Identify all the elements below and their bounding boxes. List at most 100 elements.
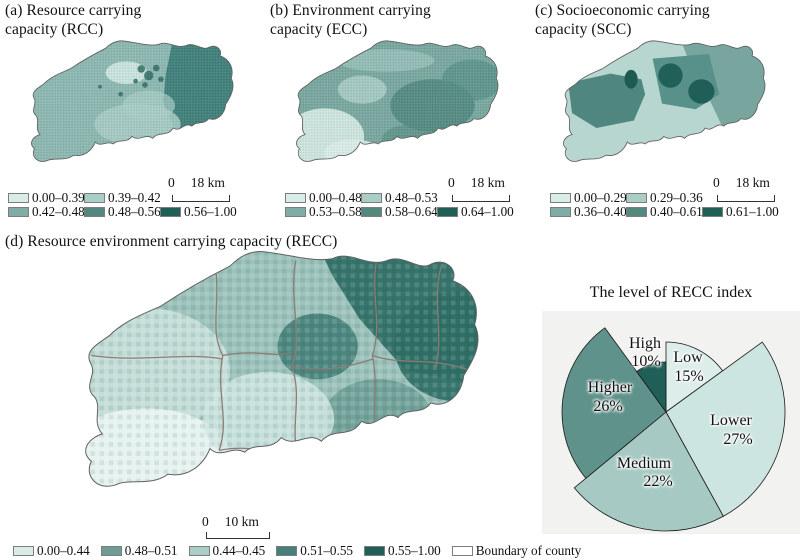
map-scc-dark-blob3 bbox=[624, 69, 638, 89]
legend-swatch bbox=[13, 546, 34, 556]
legend-label: 0.00–0.39 bbox=[32, 190, 85, 205]
pie-title: The level of RECC index bbox=[589, 284, 753, 301]
legend-item: 0.48–0.56 bbox=[84, 204, 161, 220]
legend-label: 0.42–0.48 bbox=[32, 204, 85, 219]
scalebar-scc-text: 0 18 km bbox=[713, 175, 770, 191]
legend-swatch bbox=[188, 546, 210, 556]
legend-label: 0.39–0.42 bbox=[108, 190, 161, 205]
panel-rcc-title: (a) Resource carrying capacity (RCC) bbox=[5, 1, 250, 39]
legend-swatch bbox=[437, 207, 458, 217]
legend-label: 0.51–0.55 bbox=[300, 543, 353, 558]
legend-swatch bbox=[285, 193, 306, 203]
panel-scc: (c) Socioeconomic carrying capacity (SCC… bbox=[530, 0, 800, 230]
legend-item: 0.61–1.00 bbox=[702, 204, 779, 220]
legend-swatch bbox=[550, 193, 571, 203]
legend-label: 0.53–0.58 bbox=[309, 204, 362, 219]
scalebar-recc-bar bbox=[206, 532, 270, 539]
legend-swatch bbox=[8, 193, 29, 203]
legend-item: 0.55–1.00 bbox=[364, 543, 441, 559]
pie-slice-medium bbox=[573, 411, 724, 532]
legend-label: 0.44–0.45 bbox=[212, 543, 266, 558]
legend-swatch bbox=[100, 546, 122, 556]
legend-item: 0.48–0.51 bbox=[100, 543, 178, 559]
pie-label-medium-pct: 22% bbox=[643, 473, 673, 490]
pie-label-higher-pct: 26% bbox=[593, 398, 623, 415]
panel-rcc-title-line2: capacity (RCC) bbox=[5, 21, 104, 39]
scalebar-rcc-label: 18 km bbox=[190, 175, 225, 190]
pie-svg bbox=[561, 327, 786, 532]
legend-label: 0.55–1.00 bbox=[388, 543, 441, 558]
legend-label: 0.40–0.61 bbox=[650, 204, 703, 219]
legend-item: 0.42–0.48 bbox=[8, 204, 85, 220]
legend-swatch bbox=[626, 207, 647, 217]
legend-label: 0.48–0.53 bbox=[385, 190, 438, 205]
legend-recc-row: 0.00–0.44 0.48–0.51 0.44–0.45 0.51–0.55 … bbox=[13, 543, 592, 559]
legend-rcc-row2: 0.42–0.48 0.48–0.56 0.56–1.00 bbox=[8, 204, 237, 220]
scalebar-rcc-text: 0 18 km bbox=[168, 175, 225, 191]
legend-item: 0.53–0.58 bbox=[285, 204, 362, 220]
pie-label-high-name: High bbox=[629, 335, 661, 352]
panel-rcc: (a) Resource carrying capacity (RCC) 0 18… bbox=[0, 0, 265, 230]
legend-ecc-row2: 0.53–0.58 0.58–0.64 0.64–1.00 bbox=[285, 204, 514, 220]
scalebar-rcc-zero: 0 bbox=[168, 175, 175, 190]
scalebar-ecc-zero: 0 bbox=[448, 175, 455, 190]
pie-label-low-name: Low bbox=[673, 349, 703, 366]
legend-item: 0.48–0.53 bbox=[361, 190, 438, 206]
legend-item: 0.36–0.40 bbox=[550, 204, 627, 220]
legend-label: 0.61–1.00 bbox=[726, 204, 779, 219]
legend-swatch bbox=[285, 207, 306, 217]
legend-scc-row1: 0.00–0.29 0.29–0.36 bbox=[550, 190, 703, 206]
legend-item-boundary: Boundary of county bbox=[451, 543, 582, 559]
scalebar-recc-label: 10 km bbox=[224, 514, 259, 529]
scalebar-scc-bar bbox=[717, 195, 775, 202]
legend-item: 0.58–0.64 bbox=[361, 204, 438, 220]
legend-label: 0.48–0.51 bbox=[124, 543, 178, 558]
legend-item: 0.44–0.45 bbox=[188, 543, 266, 559]
legend-item: 0.00–0.44 bbox=[13, 543, 90, 559]
scalebar-ecc-bar bbox=[452, 195, 510, 202]
scalebar-recc-text: 0 10 km bbox=[202, 514, 259, 530]
panel-ecc: (b) Environment carrying capacity (ECC) … bbox=[265, 0, 530, 230]
scalebar-ecc-text: 0 18 km bbox=[448, 175, 505, 191]
legend-item: 0.00–0.39 bbox=[8, 190, 85, 206]
scalebar-scc-label: 18 km bbox=[735, 175, 770, 190]
legend-item: 0.29–0.36 bbox=[626, 190, 703, 206]
legend-label: 0.00–0.44 bbox=[37, 543, 90, 558]
map-scc-west-region bbox=[568, 73, 646, 128]
legend-item: 0.56–1.00 bbox=[160, 204, 237, 220]
legend-label: 0.56–1.00 bbox=[184, 204, 237, 219]
legend-swatch bbox=[702, 207, 723, 217]
map-recc bbox=[84, 250, 479, 488]
map-scc bbox=[562, 40, 766, 162]
map-rcc-raster bbox=[31, 40, 234, 162]
pie-label-lower-name: Lower bbox=[710, 412, 752, 429]
scalebar-recc-zero: 0 bbox=[202, 514, 209, 529]
legend-label: 0.29–0.36 bbox=[650, 190, 703, 205]
legend-swatch bbox=[626, 193, 647, 203]
panel-rcc-title-line1: (a) Resource carrying bbox=[5, 2, 142, 19]
legend-swatch bbox=[550, 207, 571, 217]
legend-ecc-row1: 0.00–0.48 0.48–0.53 bbox=[285, 190, 438, 206]
legend-item: 0.00–0.48 bbox=[285, 190, 362, 206]
legend-label: 0.00–0.48 bbox=[309, 190, 362, 205]
map-rcc bbox=[30, 40, 234, 162]
legend-item: 0.51–0.55 bbox=[276, 543, 353, 559]
legend-swatch bbox=[160, 207, 181, 217]
pie-label-high-pct: 10% bbox=[631, 353, 661, 370]
legend-item: 0.64–1.00 bbox=[437, 204, 514, 220]
map-ecc-raster bbox=[296, 40, 499, 162]
legend-swatch bbox=[276, 546, 298, 556]
legend-swatch bbox=[84, 193, 105, 203]
panel-ecc-title-line1: (b) Environment carrying bbox=[270, 2, 431, 19]
pie-slice-lower bbox=[665, 341, 786, 517]
map-ecc bbox=[295, 40, 499, 162]
scalebar-rcc-bar bbox=[172, 195, 230, 202]
pie-label-lower-pct: 27% bbox=[723, 431, 753, 448]
map-scc-dark-blob2 bbox=[688, 79, 715, 104]
panel-ecc-title-line2: capacity (ECC) bbox=[270, 21, 368, 39]
legend-item: 0.39–0.42 bbox=[84, 190, 161, 206]
legend-label: Boundary of county bbox=[475, 543, 582, 558]
pie-label-higher-name: Higher bbox=[587, 379, 633, 396]
pie-label-medium-name: Medium bbox=[616, 455, 672, 472]
